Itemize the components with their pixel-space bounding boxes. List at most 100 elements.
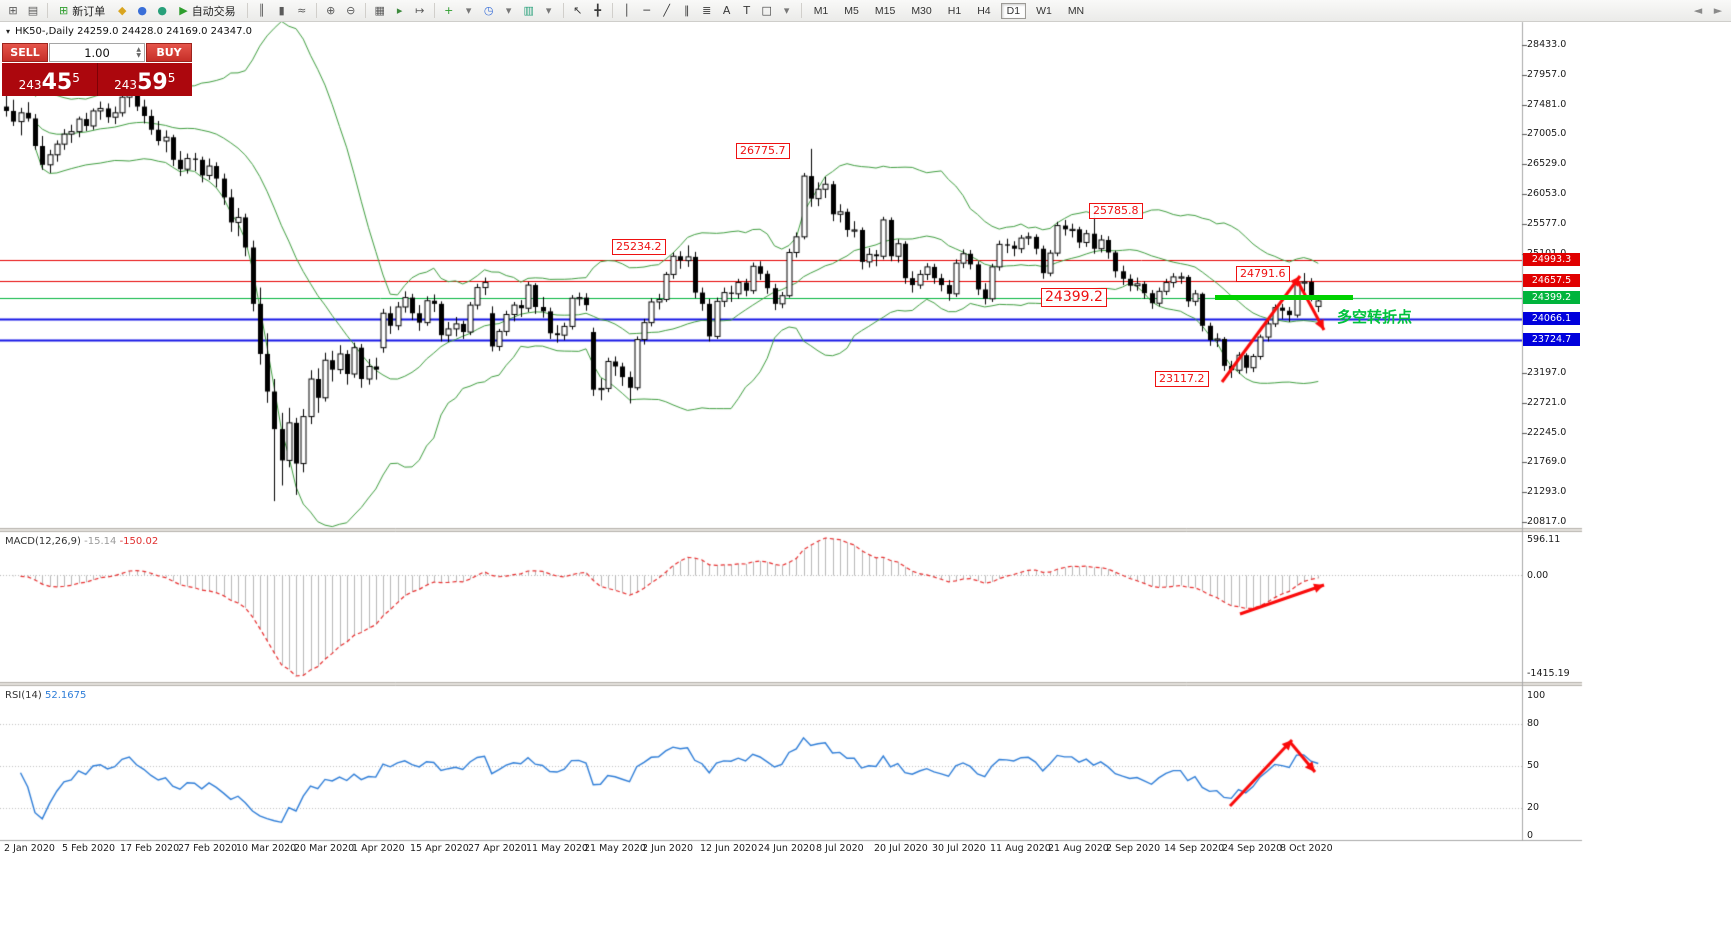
tile-windows-icon[interactable]: ▦ [374,4,385,17]
text-icon[interactable]: A [722,4,731,17]
periods-icon[interactable]: ◷ [483,4,494,17]
autotrade-button[interactable]: ▶ 自动交易 [173,2,241,20]
new-chart-icon[interactable]: ⊞ [8,4,18,17]
macd-main-value: -15.14 [84,536,117,547]
bid-price[interactable]: 243 45 5 [2,63,97,96]
toolbar-separator [562,3,564,18]
key-level-segment[interactable] [1215,295,1353,300]
arrows-tool-icon[interactable]: ▾ [783,4,790,17]
price-digits: 5 [167,71,176,85]
price-axis-tick: 22721.0 [1527,396,1567,408]
line-chart-icon[interactable]: ≈ [297,4,307,17]
bar-chart-icon[interactable]: ║ [258,4,265,17]
new-order-button[interactable]: ⊞ 新订单 [53,2,111,20]
date-axis-label: 5 Feb 2020 [62,843,116,854]
toolbar-separator [800,3,802,18]
timeframe-d1-button[interactable]: D1 [1000,2,1027,19]
indicators-dropdown-icon[interactable]: ▾ [465,4,472,17]
price-callout-label[interactable]: 24791.6 [1236,266,1290,282]
profiles-icon[interactable]: ▤ [27,4,39,17]
timeframe-m15-button[interactable]: M15 [869,3,901,19]
date-axis-label: 1 Apr 2020 [352,843,405,854]
templates-icon[interactable]: ▥ [523,4,534,17]
timeframe-h4-button[interactable]: H4 [971,3,996,19]
zoom-in-icon[interactable]: ⊕ [326,4,336,17]
toolbar-separator [364,3,366,18]
fibonacci-icon[interactable]: ≣ [702,4,712,17]
rsi-axis-tick: 50 [1527,760,1540,771]
chart-shift-icon[interactable]: ↦ [415,4,425,17]
date-axis-label: 2 Jan 2020 [4,843,55,854]
equidistant-channel-icon[interactable]: ∥ [683,4,690,17]
trendline-icon[interactable]: ╱ [663,4,670,17]
candle-chart-icon[interactable]: ▮ [278,4,285,17]
timeframe-m5-button[interactable]: M5 [838,3,865,19]
rsi-value: 52.1675 [44,690,87,701]
price-axis-tick: 27957.0 [1527,68,1567,80]
periods-dropdown-icon[interactable]: ▾ [505,4,512,17]
macd-signal-value: -150.02 [119,536,159,547]
shapes-icon[interactable]: □ [761,4,772,17]
price-callout-label[interactable]: 25234.2 [612,239,666,255]
timeframe-m30-button[interactable]: M30 [905,3,937,19]
date-axis-label: 20 Jul 2020 [874,843,928,854]
turning-point-note[interactable]: 多空转折点 [1337,308,1413,326]
price-axis-tick: 26529.0 [1527,158,1567,170]
rsi-title: RSI(14) [5,690,42,701]
volume-field[interactable]: 1.00 ▲ ▼ [49,43,145,62]
price-callout-label[interactable]: 24399.2 [1041,288,1107,307]
volume-down-button[interactable]: ▼ [136,51,141,59]
toolbar-next-icon[interactable]: ► [1713,4,1723,17]
indicators-icon[interactable]: + [444,4,454,17]
price-callout-label[interactable]: 26775.7 [736,143,790,159]
cursor-icon[interactable]: ↖ [573,4,583,17]
date-axis-label: 30 Jul 2020 [932,843,986,854]
timeframe-h1-button[interactable]: H1 [942,3,967,19]
price-axis-tick: 25577.0 [1527,217,1567,229]
price-axis-tag[interactable]: 24066.1 [1523,311,1580,325]
templates-dropdown-icon[interactable]: ▾ [545,4,552,17]
price-callout-label[interactable]: 23117.2 [1155,371,1209,387]
date-axis-label: 15 Apr 2020 [410,843,469,854]
price-digits: 243 [18,78,42,92]
toolbar-prev-icon[interactable]: ◄ [1693,4,1703,17]
rsi-label: RSI(14) 52.1675 [5,690,86,701]
price-axis-tick: 23197.0 [1527,366,1567,378]
volume-up-button[interactable]: ▲ [136,45,141,53]
vertical-line-icon[interactable]: │ [623,4,630,17]
price-axis-tick: 27005.0 [1527,128,1567,140]
ask-price[interactable]: 243 59 5 [97,63,192,96]
price-axis-tag[interactable]: 23724.7 [1523,332,1580,346]
rsi-axis-tick: 100 [1527,690,1546,701]
timeframe-m1-button[interactable]: M1 [808,3,835,19]
volume-spinner: ▲ ▼ [134,44,143,61]
toolbar-separator [47,3,48,18]
price-axis-tag[interactable]: 24399.2 [1523,290,1580,304]
market-icon[interactable]: ● [157,4,168,17]
date-axis-label: 24 Jun 2020 [758,843,816,854]
date-axis-label: 27 Feb 2020 [178,843,238,854]
date-axis-label: 21 Aug 2020 [1048,843,1109,854]
macd-axis-tick-min: -1415.19 [1527,668,1570,679]
text-label-icon[interactable]: T [743,4,751,17]
horizontal-line-icon[interactable]: ─ [643,4,650,17]
auto-scroll-icon[interactable]: ▸ [396,4,403,17]
timeframe-w1-button[interactable]: W1 [1030,3,1058,19]
one-click-trading-panel: SELL 1.00 ▲ ▼ BUY 243 45 5 243 59 5 [2,43,192,96]
price-axis-tag[interactable]: 24993.3 [1523,253,1580,267]
toolbar-separator [315,3,317,18]
zoom-out-icon[interactable]: ⊖ [346,4,356,17]
price-callout-label[interactable]: 25785.8 [1089,203,1143,219]
rsi-axis-tick: 0 [1527,830,1534,841]
crosshair-icon[interactable]: ╋ [594,4,601,17]
toolbar-separator [433,3,435,18]
toolbar-separator [611,3,613,18]
price-axis-tag[interactable]: 24657.5 [1523,274,1580,288]
history-center-icon[interactable]: ● [137,4,148,17]
buy-button[interactable]: BUY [146,43,192,62]
price-axis-tick: 26053.0 [1527,188,1567,200]
sell-button[interactable]: SELL [2,43,48,62]
alerts-icon[interactable]: ◆ [117,4,127,17]
timeframe-mn-button[interactable]: MN [1062,3,1090,19]
